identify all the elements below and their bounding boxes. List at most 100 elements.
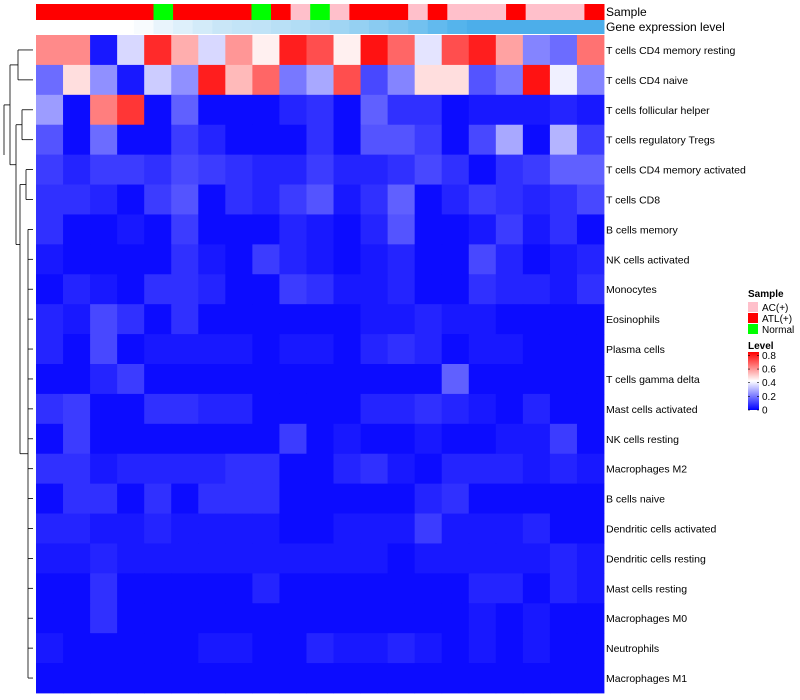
heatmap-cell bbox=[252, 453, 280, 485]
heatmap-cell bbox=[36, 423, 64, 455]
level-ticks: 0.8 0.6 0.4 0.2 0 bbox=[748, 351, 776, 417]
heatmap-cell bbox=[279, 274, 307, 305]
row-label: T cells gamma delta bbox=[606, 374, 700, 386]
heatmap-cell bbox=[198, 633, 226, 664]
heatmap-cell bbox=[117, 393, 145, 425]
heatmap-cell bbox=[225, 244, 253, 275]
heatmap-cell bbox=[522, 513, 551, 544]
heatmap-cell bbox=[468, 244, 497, 275]
heatmap-cell bbox=[63, 35, 91, 66]
sample-annotation-cell bbox=[212, 4, 233, 20]
gene-expression-annotation-cell bbox=[466, 20, 487, 34]
heatmap-cell bbox=[387, 334, 416, 365]
heatmap-cell bbox=[171, 633, 199, 664]
heatmap-cell bbox=[63, 94, 91, 126]
heatmap-cell bbox=[225, 573, 253, 604]
sample-annotation-cell bbox=[271, 4, 292, 20]
heatmap-cell bbox=[279, 154, 307, 185]
heatmap-cell bbox=[387, 154, 416, 185]
heatmap-cell bbox=[333, 94, 361, 126]
heatmap-cell bbox=[90, 334, 118, 365]
heatmap-cell bbox=[225, 214, 253, 245]
heatmap-cell bbox=[252, 154, 280, 185]
heatmap-cell bbox=[495, 244, 524, 275]
heatmap-cell bbox=[333, 633, 361, 664]
heatmap-cell bbox=[522, 483, 551, 514]
heatmap-cell bbox=[144, 154, 172, 185]
heatmap-cell bbox=[252, 543, 280, 574]
heatmap-cell bbox=[576, 124, 605, 156]
heatmap-cell bbox=[279, 663, 307, 694]
heatmap-cell bbox=[576, 453, 605, 485]
heatmap-cell bbox=[360, 334, 389, 365]
heatmap-cell bbox=[144, 603, 172, 634]
heatmap-cell bbox=[117, 94, 145, 126]
legend-label-ac: AC(+) bbox=[762, 303, 788, 314]
heatmap-cell bbox=[144, 364, 172, 395]
heatmap-cell bbox=[63, 304, 91, 335]
gene-expression-annotation-cell bbox=[388, 20, 409, 34]
heatmap-cell bbox=[360, 603, 389, 634]
heatmap-cell bbox=[117, 154, 145, 185]
heatmap-cell bbox=[90, 35, 118, 66]
heatmap-cell bbox=[441, 94, 470, 126]
heatmap-cell bbox=[198, 393, 226, 425]
heatmap-cell bbox=[63, 64, 91, 96]
heatmap-cell bbox=[414, 543, 443, 574]
row-label: T cells CD4 memory resting bbox=[606, 45, 735, 57]
sample-annotation-cell bbox=[114, 4, 135, 20]
heatmap-cell bbox=[117, 573, 145, 604]
heatmap-cell bbox=[144, 35, 172, 66]
heatmap-cell bbox=[414, 603, 443, 634]
heatmap-cell bbox=[549, 603, 578, 634]
row-labels: T cells CD4 memory resting T cells CD4 na… bbox=[606, 45, 746, 685]
heatmap-cell bbox=[306, 124, 334, 156]
heatmap-cell bbox=[468, 35, 497, 66]
heatmap-cell bbox=[144, 244, 172, 275]
gene-expression-annotation-cell bbox=[153, 20, 174, 34]
heatmap-cell bbox=[36, 663, 64, 694]
legend-label-normal: Normal bbox=[762, 325, 794, 336]
gene-expression-annotation-cell bbox=[329, 20, 350, 34]
sample-annotation-cell bbox=[133, 4, 155, 20]
gene-expression-annotation-cell bbox=[251, 20, 272, 34]
row-label: Macrophages M2 bbox=[606, 464, 687, 476]
heatmap-cell bbox=[549, 364, 578, 395]
heatmap-cell bbox=[306, 94, 334, 126]
heatmap-cell bbox=[360, 304, 389, 335]
heatmap-cell bbox=[36, 513, 64, 544]
heatmap-cell bbox=[63, 483, 91, 514]
heatmap-cell bbox=[387, 513, 416, 544]
heatmap-cell bbox=[117, 35, 145, 66]
heatmap-cell bbox=[252, 513, 280, 544]
heatmap-cell bbox=[522, 393, 551, 425]
sample-legend-title: Sample bbox=[748, 289, 784, 300]
heatmap-cell bbox=[387, 274, 416, 305]
gene-expression-annotation-cell bbox=[447, 20, 468, 34]
heatmap-cell bbox=[171, 573, 199, 604]
heatmap-cell bbox=[468, 94, 497, 126]
heatmap-cell bbox=[144, 214, 172, 245]
heatmap-cell bbox=[279, 543, 307, 574]
heatmap-cell bbox=[252, 663, 280, 694]
heatmap-cell bbox=[36, 214, 64, 245]
heatmap-cell bbox=[36, 573, 64, 604]
heatmap-cell bbox=[441, 453, 470, 485]
heatmap-cell bbox=[252, 184, 280, 215]
heatmap-cell bbox=[414, 64, 443, 96]
heatmap-cell bbox=[117, 64, 145, 96]
heatmap-cell bbox=[387, 543, 416, 574]
heatmap-cell bbox=[36, 274, 64, 305]
heatmap-cell bbox=[495, 543, 524, 574]
heatmap-cell bbox=[414, 124, 443, 156]
gene-expression-annotation-cell bbox=[271, 20, 292, 34]
heatmap-cell bbox=[522, 663, 551, 694]
legend-label-atl: ATL(+) bbox=[762, 314, 792, 325]
heatmap-cell bbox=[360, 393, 389, 425]
heatmap-cell bbox=[90, 154, 118, 185]
heatmap-cell bbox=[549, 573, 578, 604]
heatmap-cell bbox=[387, 304, 416, 335]
heatmap-cell bbox=[306, 543, 334, 574]
heatmap-cell bbox=[333, 184, 361, 215]
row-label: Eosinophils bbox=[606, 314, 660, 326]
